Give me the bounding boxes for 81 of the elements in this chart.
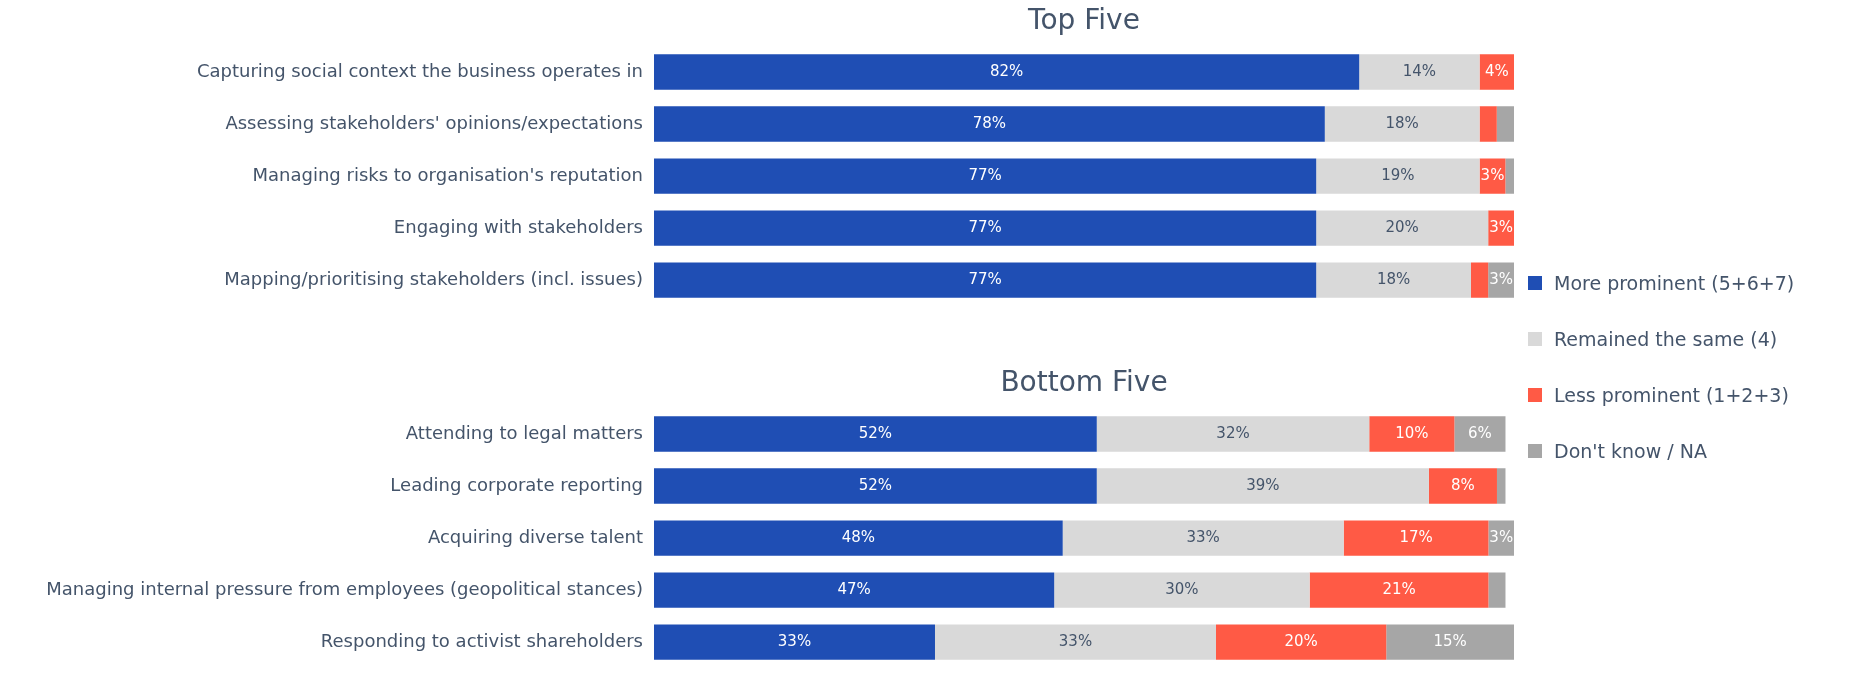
- data-label: 30%: [1165, 580, 1199, 599]
- bar: [1505, 158, 1514, 194]
- legend-label: Remained the same (4): [1554, 328, 1778, 350]
- y-tick-label: Attending to legal matters: [405, 421, 643, 443]
- data-label: 47%: [837, 580, 871, 599]
- data-label: 77%: [968, 218, 1002, 237]
- data-label: 52%: [858, 475, 893, 494]
- data-label: 33%: [1058, 632, 1093, 651]
- y-tick-label: Leading corporate reporting: [390, 473, 643, 495]
- data-label: 33%: [777, 632, 812, 651]
- data-label: 33%: [1186, 527, 1220, 546]
- y-tick-label: Managing risks to organisation's reputation: [252, 163, 643, 185]
- bar: [1496, 468, 1506, 504]
- data-label: 14%: [1402, 61, 1437, 80]
- bar: [1062, 520, 1344, 556]
- data-label: 21%: [1382, 580, 1416, 599]
- data-label: 32%: [1216, 423, 1250, 442]
- y-tick-label: Engaging with stakeholders: [393, 215, 643, 237]
- bar: [1316, 262, 1471, 298]
- bar: [654, 624, 935, 660]
- bar: [654, 520, 1063, 556]
- data-label: 20%: [1385, 218, 1419, 237]
- bar: [654, 468, 1097, 504]
- y-tick-label: Mapping/prioritising stakeholders (incl. issues): [224, 267, 643, 289]
- bar: [654, 262, 1317, 298]
- data-label: 48%: [841, 527, 876, 546]
- data-label: 39%: [1246, 475, 1280, 494]
- data-label: 78%: [972, 113, 1007, 132]
- y-tick-label: Assessing stakeholders' opinions/expectations: [225, 111, 643, 133]
- data-label: 19%: [1381, 165, 1415, 184]
- bar: [1316, 210, 1489, 246]
- data-label: 77%: [968, 165, 1002, 184]
- data-label: 6%: [1468, 423, 1492, 442]
- bar: [1428, 468, 1497, 504]
- data-label: 82%: [989, 61, 1024, 80]
- bar: [1096, 468, 1429, 504]
- bar: [1488, 572, 1506, 608]
- data-label: 4%: [1484, 61, 1509, 80]
- data-label: 3%: [1489, 218, 1513, 237]
- data-label: 3%: [1489, 527, 1514, 546]
- bar: [1324, 106, 1480, 142]
- bar: [1096, 416, 1370, 452]
- data-label: 52%: [858, 423, 893, 442]
- bar: [654, 54, 1360, 90]
- bar: [654, 572, 1055, 608]
- bar: [1496, 106, 1514, 142]
- data-label: 15%: [1433, 632, 1467, 651]
- data-label: 8%: [1451, 475, 1475, 494]
- data-label: 17%: [1399, 527, 1433, 546]
- y-tick-label: Managing internal pressure from employees (geopolitical stances): [46, 577, 643, 599]
- bar: [1215, 624, 1387, 660]
- bar: [1479, 106, 1497, 142]
- bar: [1054, 572, 1310, 608]
- bar: [1471, 262, 1489, 298]
- data-label: 18%: [1376, 270, 1411, 289]
- data-label: 3%: [1480, 165, 1505, 184]
- legend-label: Don't know / NA: [1554, 440, 1707, 462]
- bar: [1316, 158, 1480, 194]
- bar: [1386, 624, 1514, 660]
- legend-label: More prominent (5+6+7): [1554, 272, 1795, 294]
- bar: [1343, 520, 1489, 556]
- bar: [654, 210, 1317, 246]
- bar: [654, 158, 1317, 194]
- y-tick-label: Capturing social context the business operates in: [196, 59, 643, 81]
- bar: [654, 106, 1325, 142]
- data-label: 77%: [968, 270, 1002, 289]
- y-tick-label: Acquiring diverse talent: [427, 525, 643, 547]
- chart-title: Bottom Five: [1000, 365, 1168, 399]
- bar: [1369, 416, 1455, 452]
- data-label: 10%: [1395, 423, 1429, 442]
- bar: [1454, 416, 1506, 452]
- bar: [1359, 54, 1480, 90]
- data-label: 3%: [1489, 270, 1513, 289]
- bar: [654, 416, 1097, 452]
- legend-label: Less prominent (1+2+3): [1554, 384, 1789, 406]
- bar: [1309, 572, 1489, 608]
- bar: [934, 624, 1216, 660]
- chart-title: Top Five: [1027, 3, 1140, 37]
- y-tick-label: Responding to activist shareholders: [320, 629, 643, 651]
- data-label: 20%: [1284, 632, 1318, 651]
- data-label: 18%: [1385, 113, 1419, 132]
